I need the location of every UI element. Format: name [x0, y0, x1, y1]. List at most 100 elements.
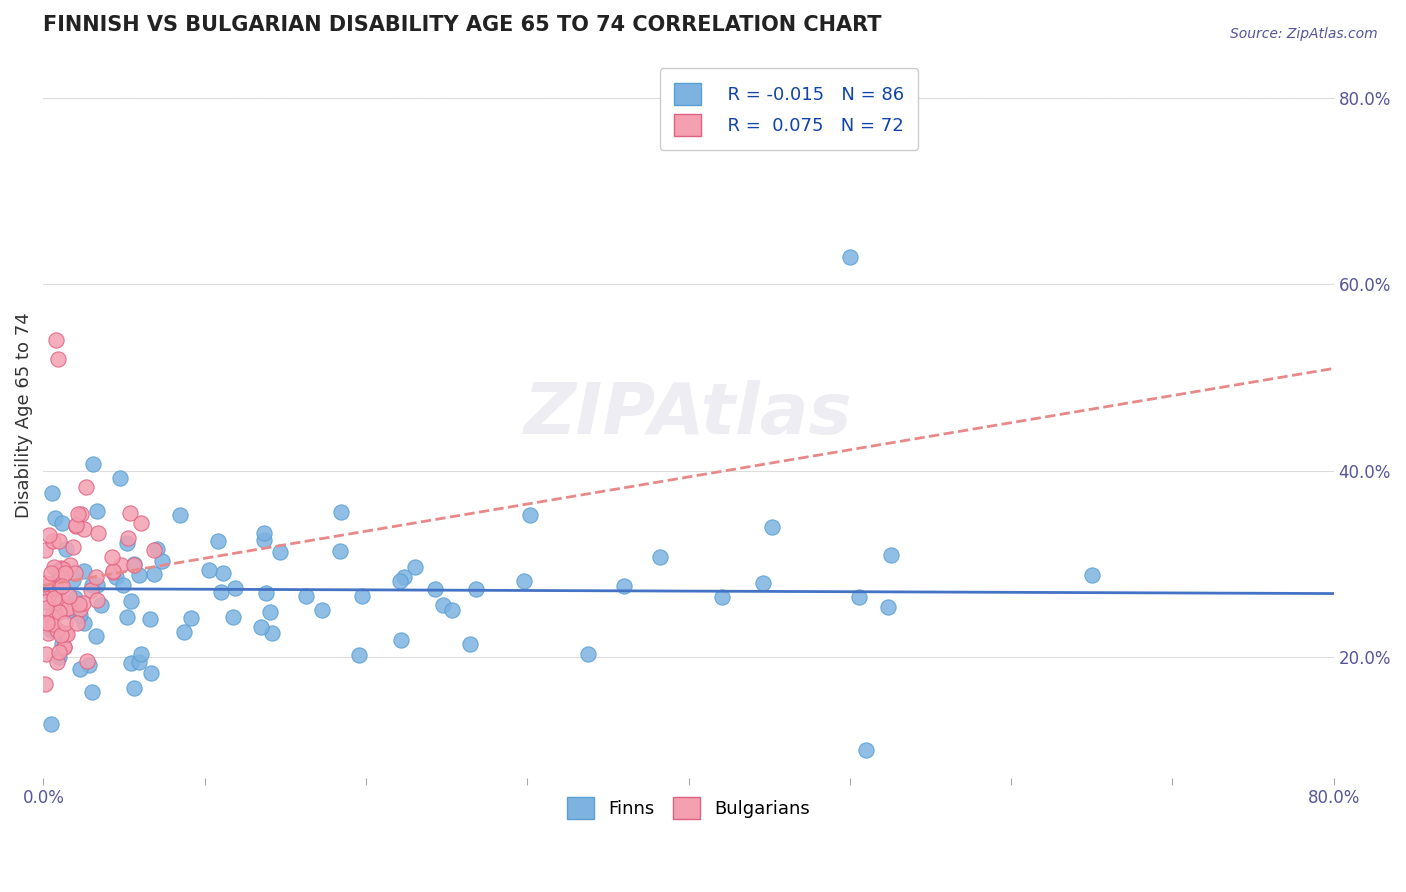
- Point: [52, 640, 75, 654]
- Point: [139, 665, 162, 680]
- Point: [180, 611, 202, 625]
- Point: [880, 548, 903, 562]
- Point: [122, 557, 145, 571]
- Point: [262, 626, 284, 640]
- Point: [86, 503, 108, 517]
- Point: [52, 640, 75, 654]
- Point: [389, 574, 412, 588]
- Point: [848, 590, 870, 604]
- Point: [48, 645, 70, 659]
- Point: [53, 601, 76, 615]
- Point: [142, 566, 165, 581]
- Point: [41, 610, 63, 624]
- Point: [259, 605, 281, 619]
- Legend: Finns, Bulgarians: Finns, Bulgarians: [560, 790, 817, 827]
- Point: [67, 597, 90, 611]
- Point: [56, 601, 79, 615]
- Point: [34, 576, 56, 591]
- Point: [711, 591, 734, 605]
- Point: [49, 628, 72, 642]
- Point: [77, 657, 100, 672]
- Point: [49, 561, 72, 575]
- Point: [129, 516, 152, 531]
- Point: [838, 250, 860, 264]
- Point: [84, 570, 107, 584]
- Point: [52, 562, 75, 576]
- Point: [35, 601, 58, 615]
- Point: [464, 582, 486, 596]
- Point: [53, 566, 76, 580]
- Point: [209, 585, 232, 599]
- Point: [513, 574, 536, 588]
- Point: [35, 618, 58, 632]
- Point: [45, 655, 67, 669]
- Point: [458, 637, 481, 651]
- Point: [855, 742, 877, 756]
- Point: [37, 626, 59, 640]
- Point: [152, 553, 174, 567]
- Point: [104, 570, 127, 584]
- Point: [69, 608, 91, 623]
- Point: [48, 567, 70, 582]
- Point: [65, 518, 87, 533]
- Point: [90, 599, 112, 613]
- Point: [41, 716, 63, 731]
- Point: [58, 589, 80, 603]
- Point: [441, 602, 464, 616]
- Point: [73, 522, 96, 536]
- Point: [62, 574, 84, 588]
- Point: [38, 528, 60, 542]
- Point: [650, 549, 672, 564]
- Point: [128, 655, 150, 669]
- Point: [295, 589, 318, 603]
- Point: [84, 630, 107, 644]
- Point: [82, 457, 104, 471]
- Point: [46, 564, 69, 578]
- Point: [101, 564, 124, 578]
- Point: [120, 594, 142, 608]
- Point: [69, 662, 91, 676]
- Point: [66, 616, 89, 631]
- Point: [41, 486, 63, 500]
- Point: [73, 615, 96, 630]
- Point: [51, 563, 73, 577]
- Point: [350, 589, 373, 603]
- Point: [59, 558, 82, 573]
- Point: [329, 543, 352, 558]
- Point: [103, 565, 125, 579]
- Point: [877, 599, 900, 614]
- Point: [253, 533, 276, 548]
- Point: [51, 579, 73, 593]
- Point: [404, 559, 426, 574]
- Point: [66, 507, 89, 521]
- Point: [394, 570, 416, 584]
- Point: [44, 510, 66, 524]
- Point: [48, 650, 70, 665]
- Point: [34, 542, 56, 557]
- Point: [82, 684, 104, 698]
- Point: [58, 604, 80, 618]
- Point: [44, 599, 66, 614]
- Point: [207, 534, 229, 549]
- Point: [42, 534, 65, 549]
- Point: [39, 585, 62, 599]
- Point: [425, 582, 447, 597]
- Point: [87, 525, 110, 540]
- Text: FINNISH VS BULGARIAN DISABILITY AGE 65 TO 74 CORRELATION CHART: FINNISH VS BULGARIAN DISABILITY AGE 65 T…: [44, 15, 882, 35]
- Point: [86, 593, 108, 607]
- Point: [169, 508, 191, 522]
- Point: [752, 575, 775, 590]
- Point: [224, 581, 246, 595]
- Point: [212, 566, 235, 580]
- Point: [55, 627, 77, 641]
- Point: [117, 531, 139, 545]
- Point: [69, 507, 91, 521]
- Point: [139, 612, 162, 626]
- Point: [75, 480, 97, 494]
- Point: [129, 647, 152, 661]
- Point: [65, 517, 87, 532]
- Point: [34, 595, 56, 609]
- Point: [330, 505, 353, 519]
- Point: [51, 637, 73, 651]
- Point: [39, 566, 62, 580]
